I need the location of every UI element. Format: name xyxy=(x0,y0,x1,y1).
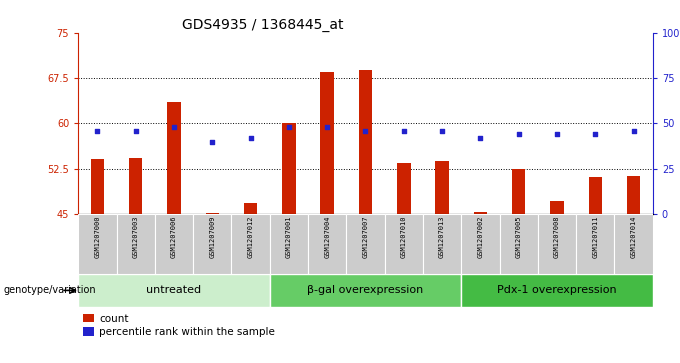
Bar xyxy=(461,274,653,307)
Point xyxy=(284,124,294,130)
Text: GSM1207012: GSM1207012 xyxy=(248,216,254,258)
Point xyxy=(551,131,562,137)
Bar xyxy=(500,214,538,274)
Bar xyxy=(90,159,104,214)
Text: GSM1207001: GSM1207001 xyxy=(286,216,292,258)
Text: GSM1207007: GSM1207007 xyxy=(362,216,369,258)
Point xyxy=(398,128,409,134)
Bar xyxy=(474,212,487,214)
Text: GSM1207013: GSM1207013 xyxy=(439,216,445,258)
Point xyxy=(437,128,447,134)
Bar xyxy=(627,176,641,214)
Text: GSM1207011: GSM1207011 xyxy=(592,216,598,258)
Text: GSM1207008: GSM1207008 xyxy=(554,216,560,258)
Point xyxy=(360,128,371,134)
Bar xyxy=(270,274,461,307)
Bar xyxy=(461,214,500,274)
Text: GSM1207000: GSM1207000 xyxy=(95,216,101,258)
Text: GSM1207002: GSM1207002 xyxy=(477,216,483,258)
Bar xyxy=(244,203,257,214)
Point xyxy=(628,128,639,134)
Bar xyxy=(589,177,602,214)
Bar xyxy=(308,214,346,274)
Text: GSM1207003: GSM1207003 xyxy=(133,216,139,258)
Text: GSM1207010: GSM1207010 xyxy=(401,216,407,258)
Bar xyxy=(231,214,270,274)
Bar xyxy=(78,274,270,307)
Point xyxy=(513,131,524,137)
Bar xyxy=(538,214,576,274)
Bar xyxy=(576,214,615,274)
Bar xyxy=(435,161,449,214)
Text: GSM1207009: GSM1207009 xyxy=(209,216,216,258)
Bar xyxy=(155,214,193,274)
Bar xyxy=(397,163,411,214)
Bar xyxy=(385,214,423,274)
Point xyxy=(130,128,141,134)
Point xyxy=(207,139,218,144)
Bar xyxy=(512,169,526,214)
Bar xyxy=(129,158,142,214)
Bar xyxy=(423,214,461,274)
Text: GSM1207004: GSM1207004 xyxy=(324,216,330,258)
Legend: count, percentile rank within the sample: count, percentile rank within the sample xyxy=(84,314,275,337)
Point xyxy=(92,128,103,134)
Point xyxy=(475,135,486,141)
Point xyxy=(245,135,256,141)
Bar xyxy=(346,214,385,274)
Bar xyxy=(270,214,308,274)
Bar xyxy=(282,123,296,214)
Bar xyxy=(167,102,181,214)
Bar xyxy=(320,72,334,214)
Bar xyxy=(78,214,116,274)
Bar xyxy=(550,201,564,214)
Bar xyxy=(615,214,653,274)
Point xyxy=(169,124,180,130)
Text: GSM1207014: GSM1207014 xyxy=(630,216,636,258)
Text: β-gal overexpression: β-gal overexpression xyxy=(307,285,424,295)
Text: genotype/variation: genotype/variation xyxy=(3,285,96,295)
Bar xyxy=(193,214,231,274)
Bar xyxy=(205,213,219,214)
Text: GSM1207005: GSM1207005 xyxy=(515,216,522,258)
Point xyxy=(590,131,600,137)
Text: GDS4935 / 1368445_at: GDS4935 / 1368445_at xyxy=(182,18,343,32)
Text: Pdx-1 overexpression: Pdx-1 overexpression xyxy=(497,285,617,295)
Point xyxy=(322,124,333,130)
Bar xyxy=(116,214,155,274)
Text: untreated: untreated xyxy=(146,285,201,295)
Bar xyxy=(359,70,372,214)
Text: GSM1207006: GSM1207006 xyxy=(171,216,177,258)
